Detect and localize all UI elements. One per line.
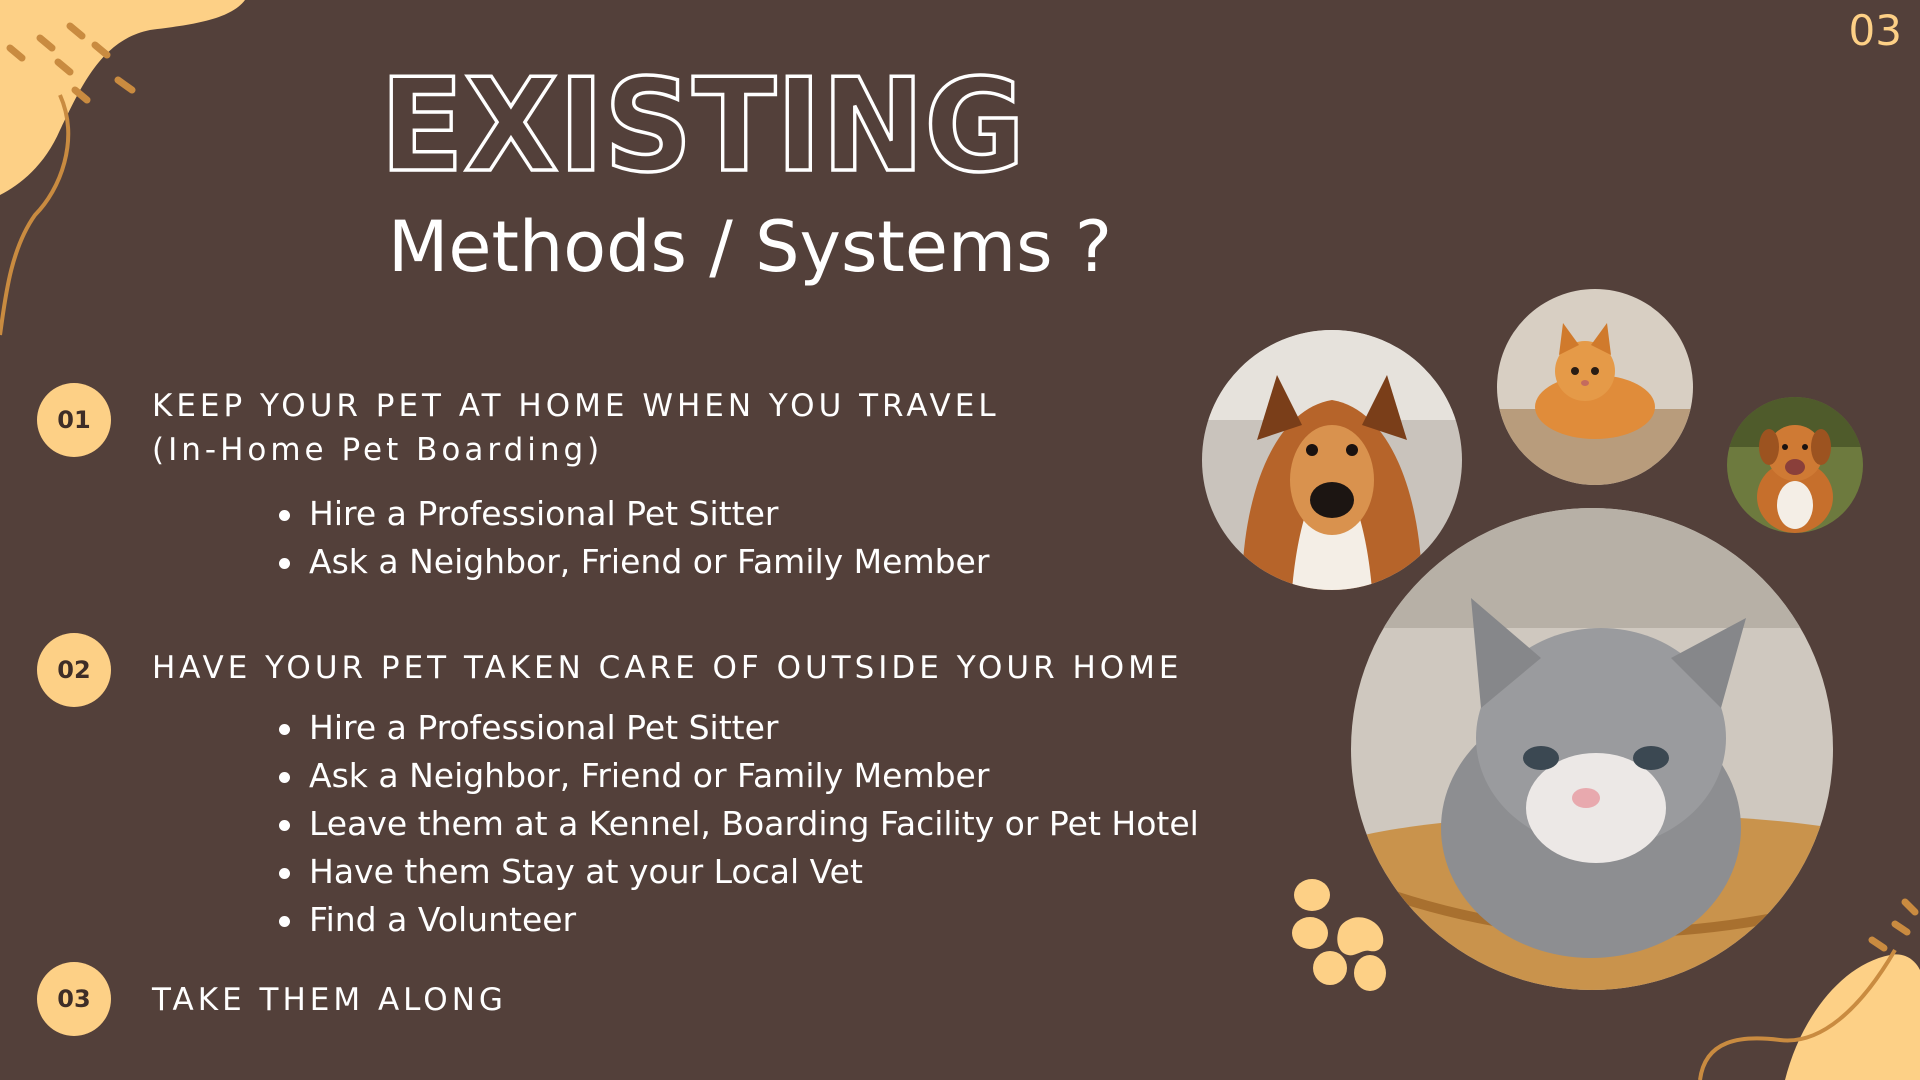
orange-kitten-photo xyxy=(1497,289,1693,485)
happy-dog-photo xyxy=(1727,397,1863,533)
section-subheading-01: (In-Home Pet Boarding) xyxy=(152,432,604,468)
collie-dog-photo xyxy=(1202,330,1462,590)
section-heading-02: HAVE YOUR PET TAKEN CARE OF OUTSIDE YOUR… xyxy=(152,650,1183,686)
section-heading-01: KEEP YOUR PET AT HOME WHEN YOU TRAVEL xyxy=(152,388,1000,424)
list-item: Hire a Professional Pet Sitter xyxy=(279,490,989,538)
list-item: Ask a Neighbor, Friend or Family Member xyxy=(279,752,1199,800)
page-title-text: EXISTING xyxy=(380,55,1025,185)
decorative-blob-top-left xyxy=(0,0,245,336)
list-item: Leave them at a Kennel, Boarding Facilit… xyxy=(279,800,1199,848)
section-badge-01: 01 xyxy=(37,383,111,457)
section-list-02: Hire a Professional Pet Sitter Ask a Nei… xyxy=(279,704,1199,944)
section-list-01: Hire a Professional Pet Sitter Ask a Nei… xyxy=(279,490,989,586)
page-title: EXISTING xyxy=(380,55,1027,185)
list-item: Have them Stay at your Local Vet xyxy=(279,848,1199,896)
section-heading-03: TAKE THEM ALONG xyxy=(152,982,507,1018)
section-badge-03: 03 xyxy=(37,962,111,1036)
page-subtitle: Methods / Systems ? xyxy=(388,206,1112,288)
section-badge-02: 02 xyxy=(37,633,111,707)
list-item: Ask a Neighbor, Friend or Family Member xyxy=(279,538,989,586)
grey-kitten-photo xyxy=(1351,508,1833,990)
page-number: 03 xyxy=(1848,6,1902,55)
list-item: Hire a Professional Pet Sitter xyxy=(279,704,1199,752)
decorative-blob-bottom-right xyxy=(1698,898,1920,1080)
list-item: Find a Volunteer xyxy=(279,896,1199,944)
paw-print-icon xyxy=(1292,879,1386,991)
